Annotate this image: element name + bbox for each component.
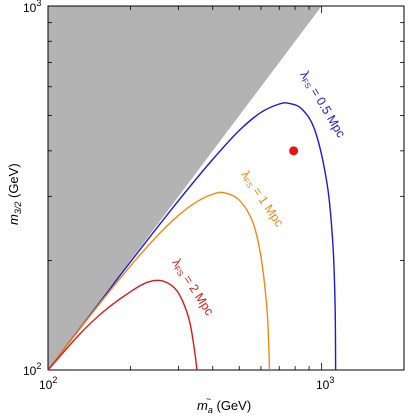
- x-tick-label-100: 102: [39, 375, 57, 392]
- series-label-0.5mpc: λFS = 0.5 Mpc: [297, 68, 349, 140]
- x-axis-label-accent: ~: [206, 394, 211, 404]
- excluded-region: [48, 6, 322, 370]
- y-tick-label-100: 102: [23, 361, 41, 378]
- series-label-1mpc: λFS = 1 Mpc: [238, 168, 287, 230]
- x-axis-label: ma (GeV): [197, 398, 251, 415]
- y-axis-label: m3/2 (GeV): [6, 163, 23, 225]
- points-layer: [289, 146, 299, 156]
- series-layer: [47, 102, 337, 371]
- tick-marks: [47, 5, 405, 371]
- y-tick-label-1000: 103: [23, 0, 41, 15]
- series-line-2: [47, 279, 198, 371]
- series-line-0: [47, 102, 337, 371]
- series-line-1: [47, 191, 271, 371]
- data-point-0: [289, 146, 299, 156]
- x-tick-label-1000: 103: [316, 375, 334, 392]
- series-label-2mpc: λFS = 2 Mpc: [169, 256, 217, 318]
- plot-frame: [47, 5, 405, 371]
